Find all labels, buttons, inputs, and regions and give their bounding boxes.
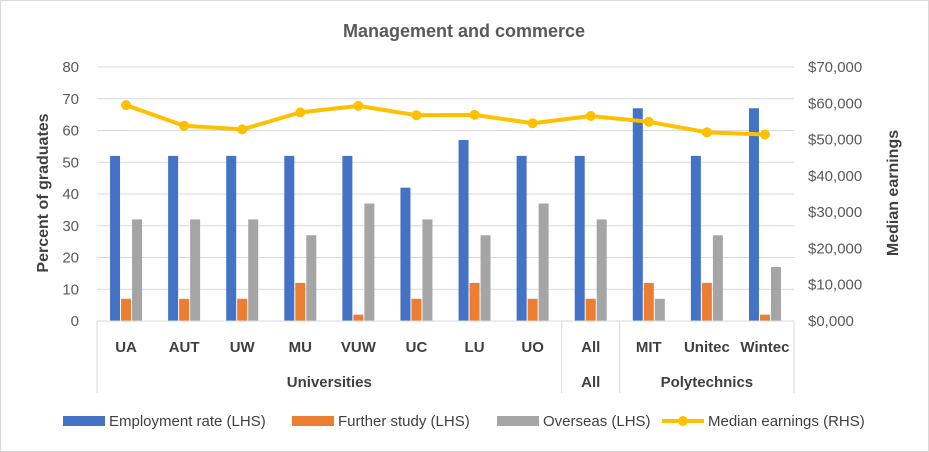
x-tick-label: LU [465, 339, 485, 356]
y2-tick-label: $20,000 [808, 240, 862, 257]
x-tick-label: VUW [341, 339, 377, 356]
bar [342, 155, 353, 321]
legend-label: Overseas (LHS) [543, 413, 651, 430]
x-tick-label: UW [230, 339, 256, 356]
y2-tick-label: $70,000 [808, 59, 862, 76]
group-label: Universities [287, 374, 372, 391]
bar [458, 140, 469, 321]
x-tick-label: MIT [636, 339, 662, 356]
bar [226, 155, 237, 321]
bar [469, 282, 480, 321]
bar [353, 314, 364, 321]
x-tick-label: AUT [169, 339, 200, 356]
legend-marker [678, 416, 688, 426]
y2-axis-title: Median earnings [885, 130, 902, 256]
bar [596, 219, 607, 321]
y-tick-label: 20 [62, 250, 79, 267]
y2-tick-label: $50,000 [808, 132, 862, 149]
x-tick-label: UC [406, 339, 428, 356]
earnings-point [353, 100, 364, 111]
y-tick-label: 50 [62, 154, 79, 171]
bar [770, 267, 781, 321]
bar [179, 298, 190, 321]
legend-label: Further study (LHS) [338, 413, 470, 430]
earnings-point [585, 110, 596, 121]
bar [538, 203, 549, 321]
legend-label: Employment rate (LHS) [109, 413, 266, 430]
y2-tick-label: $30,000 [808, 204, 862, 221]
earnings-point [121, 100, 132, 111]
bar [190, 219, 201, 321]
y-tick-label: 60 [62, 123, 79, 140]
earnings-point [643, 116, 654, 127]
y-tick-label: 10 [62, 281, 79, 298]
y-axis-title: Percent of graduates [35, 113, 52, 272]
legend-label: Median earnings (RHS) [708, 413, 865, 430]
group-label: All [581, 374, 600, 391]
chart-title: Management and commerce [343, 21, 585, 41]
y2-tick-label: $10,000 [808, 277, 862, 294]
bar [110, 155, 121, 321]
earnings-point [411, 110, 422, 121]
earnings-point [469, 109, 480, 120]
x-tick-label: UA [115, 339, 137, 356]
earnings-point [759, 129, 770, 140]
earnings-point [237, 124, 248, 135]
x-tick-label: UO [521, 339, 544, 356]
y-tick-label: 0 [71, 313, 79, 330]
bar [284, 155, 295, 321]
y-tick-label: 30 [62, 218, 79, 235]
x-tick-label: MU [289, 339, 312, 356]
bar [759, 314, 770, 321]
bar [527, 298, 538, 321]
bar [132, 219, 143, 321]
bar [306, 235, 317, 321]
bar [516, 155, 527, 321]
bar [480, 235, 491, 321]
y-tick-label: 80 [62, 59, 79, 76]
bar [632, 108, 643, 322]
legend-swatch [292, 416, 334, 426]
bar [121, 298, 132, 321]
bar [400, 187, 411, 321]
legend-swatch [497, 416, 539, 426]
bar [690, 155, 701, 321]
x-tick-label: Unitec [684, 339, 730, 356]
bar [248, 219, 259, 321]
bar [654, 298, 665, 321]
y2-tick-label: $40,000 [808, 168, 862, 185]
y-tick-label: 40 [62, 186, 79, 203]
legend-swatch [63, 416, 105, 426]
y2-tick-label: $0,000 [808, 313, 854, 330]
y2-tick-label: $60,000 [808, 95, 862, 112]
bar [585, 298, 596, 321]
earnings-point [701, 127, 712, 138]
bar [422, 219, 433, 321]
bar [168, 155, 179, 321]
bar [712, 235, 723, 321]
earnings-point [179, 120, 190, 131]
earnings-point [295, 107, 306, 118]
bar [701, 282, 712, 321]
bar [364, 203, 375, 321]
y-tick-label: 70 [62, 91, 79, 108]
bar [574, 155, 585, 321]
group-label: Polytechnics [661, 374, 754, 391]
bar [237, 298, 248, 321]
x-tick-label: Wintec [740, 339, 789, 356]
bar [411, 298, 422, 321]
x-tick-label: All [581, 339, 600, 356]
bar [748, 108, 759, 322]
earnings-line [125, 103, 766, 137]
earnings-point [527, 118, 538, 129]
bar [643, 282, 654, 321]
bar [295, 282, 306, 321]
